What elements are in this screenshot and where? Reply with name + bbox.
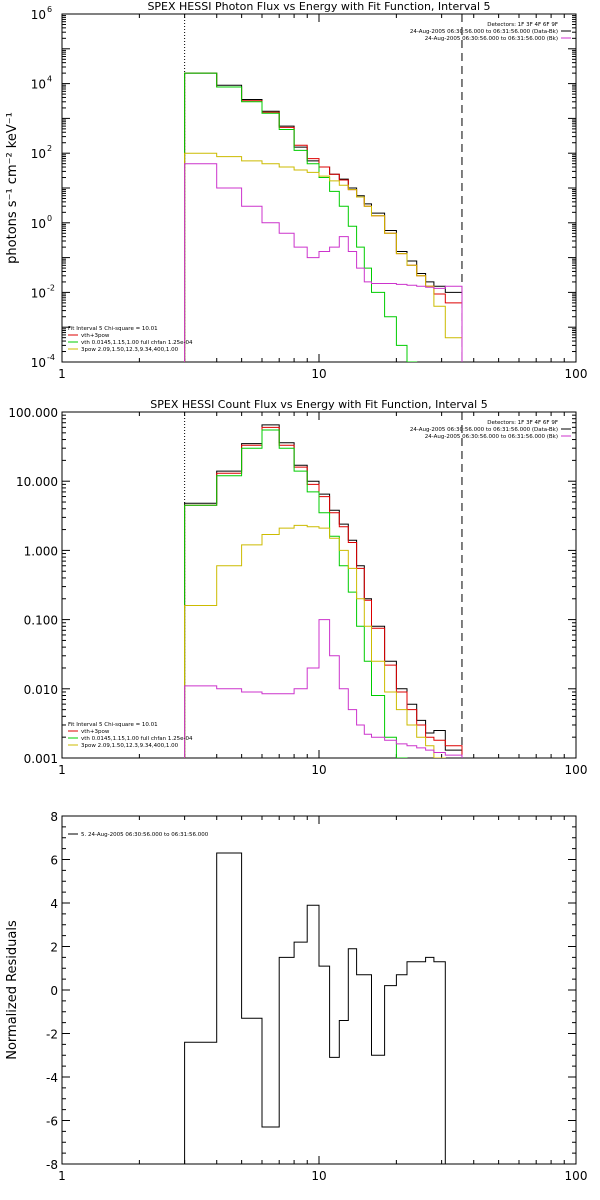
y-tick-exponent: -4	[47, 353, 55, 362]
legend-entry: Fit Interval 5 Chi-square = 10.01	[68, 722, 158, 728]
y-tick-label: 10	[31, 78, 46, 92]
y-tick-label: 0	[50, 984, 58, 998]
y-tick-base: 10	[31, 286, 46, 300]
plot-frame	[61, 13, 577, 363]
y-axis-label: Normalized Residuals	[5, 920, 20, 1060]
legend-entry: 24-Aug-2005 06:30:56.000 to 06:31:56.000…	[410, 29, 558, 35]
series-data-line	[184, 72, 463, 362]
y-tick-base: 10	[31, 78, 46, 92]
y-tick-label: 8	[50, 810, 58, 824]
y-tick-label: 10	[31, 286, 46, 300]
x-tick-label: 1	[58, 367, 66, 381]
y-tick-label: -8	[46, 1158, 58, 1172]
y-tick-exponent: 6	[47, 5, 52, 14]
series-vth-3pow-line	[184, 426, 463, 758]
x-tick-label: 10	[311, 367, 326, 381]
x-tick-label: 100	[565, 763, 588, 777]
y-tick-label: 6	[50, 854, 58, 868]
legend-entry: 24-Aug-2005 06:30:56.000 to 06:31:56.000…	[425, 36, 558, 42]
y-tick-base: 10	[31, 147, 46, 161]
plot-data	[184, 72, 463, 362]
legend-entry: Detectors: 1F 3F 4F 6F 9F	[487, 22, 558, 28]
y-tick-label: 2	[50, 941, 58, 955]
legend-entry: 3pow 2.09,1.50,12.3,9.34,400,1.00	[81, 347, 179, 353]
y-tick-exponent: 0	[47, 214, 52, 223]
chart-panel-2: SPEX HESSI Count Flux vs Energy with Fit…	[8, 398, 587, 777]
chart-panel-3: 1 10 100 -8 -6 -4 -2 0 2 4 6 8 Normalized Residuals 5…	[5, 810, 587, 1183]
x-tick-label: 10	[311, 763, 326, 777]
y-tick-label: -4	[46, 1071, 58, 1085]
legend-entry: Detectors: 1F 3F 4F 6F 9F	[487, 420, 558, 426]
y-tick-label: 1.000	[24, 544, 58, 558]
series-data-line	[184, 852, 446, 1164]
y-tick-label: 0.100	[24, 614, 58, 628]
chart-panel-1: SPEX HESSI Photon Flux vs Energy with Fi…	[5, 0, 587, 381]
y-tick-exponent: -2	[47, 283, 55, 292]
series-3pow-line	[184, 524, 446, 758]
y-tick-label: 10	[31, 217, 46, 231]
y-tick-base: 10	[31, 217, 46, 231]
legend-entry: vth 0.0145,1.15,1.00 full chfan 1.25e-04	[81, 736, 193, 742]
y-tick-label: 10	[31, 147, 46, 161]
y-tick-label: 10	[31, 8, 46, 22]
y-tick-label: -6	[46, 1115, 58, 1129]
y-tick-exponent: 4	[47, 75, 52, 84]
series-bk-line	[184, 163, 463, 362]
legend-entry: 3pow 2.09,1.50,12.3,9.34,400,1.00	[81, 743, 179, 749]
plot-frame	[61, 815, 577, 1165]
y-tick-label: 100.000	[8, 406, 58, 420]
series-vth-line	[184, 72, 418, 362]
x-tick-label: 10	[311, 1169, 326, 1183]
x-tick-label: 1	[58, 1169, 66, 1183]
legend-entry: vth+3pow	[81, 333, 110, 339]
y-tick-exponent: 2	[47, 144, 52, 153]
y-tick-label: 10	[31, 356, 46, 370]
legend-entry: vth+3pow	[81, 729, 110, 735]
legend-entry: Fit Interval 5 Chi-square = 10.01	[68, 326, 158, 332]
chart-title: SPEX HESSI Count Flux vs Energy with Fit…	[150, 398, 487, 411]
y-tick-label: 0.001	[24, 752, 58, 766]
plot-data	[184, 424, 463, 758]
legend-entry: 5. 24-Aug-2005 06:30:56.000 to 06:31:56.…	[81, 832, 209, 838]
y-tick-base: 10	[31, 8, 46, 22]
series-vth-3pow-line	[184, 72, 463, 362]
series-3pow-line	[184, 152, 463, 362]
chart-title: SPEX HESSI Photon Flux vs Energy with Fi…	[147, 0, 490, 13]
series-data-line	[184, 424, 463, 758]
y-tick-label: 10.000	[16, 475, 58, 489]
legend-entry: vth 0.0145,1.15,1.00 full chfan 1.25e-04	[81, 340, 193, 346]
legend-entry: 24-Aug-2005 06:30:56.000 to 06:31:56.000…	[410, 427, 558, 433]
x-tick-label: 1	[58, 763, 66, 777]
series-bk-line	[184, 619, 463, 758]
plot-data	[184, 852, 446, 1164]
y-tick-label: 0.010	[24, 683, 58, 697]
y-tick-label: -2	[46, 1028, 58, 1042]
legend-entry: 24-Aug-2005 06:30:56.000 to 06:31:56.000…	[425, 434, 558, 440]
y-tick-label: 4	[50, 897, 58, 911]
y-tick-base: 10	[31, 356, 46, 370]
y-axis-label: photons s⁻¹ cm⁻² keV⁻¹	[5, 112, 20, 264]
x-tick-label: 100	[565, 367, 588, 381]
plot-frame	[61, 411, 577, 759]
x-tick-label: 100	[565, 1169, 588, 1183]
series-vth-line	[184, 429, 408, 758]
